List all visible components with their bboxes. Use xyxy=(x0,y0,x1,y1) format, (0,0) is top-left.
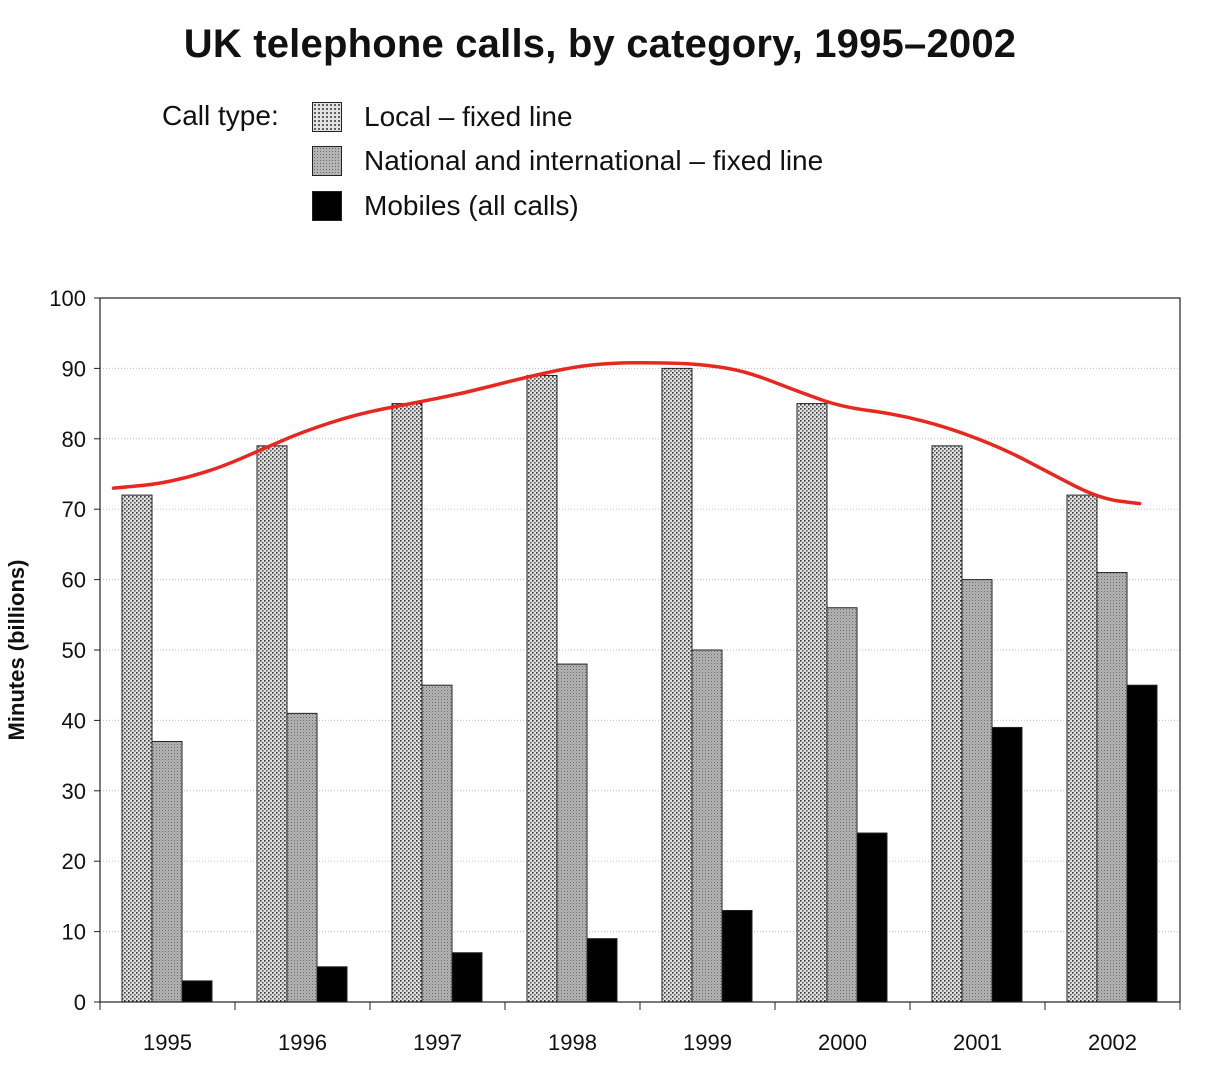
legend-title: Call type: xyxy=(162,100,279,131)
bar-1998-series-0 xyxy=(526,374,558,1003)
y-tick-label-80: 80 xyxy=(62,427,86,452)
bar-2002-series-2 xyxy=(1126,684,1158,1003)
bar-2001-series-0 xyxy=(931,445,963,1003)
bar-2002-series-0 xyxy=(1066,494,1098,1003)
bar-2000-series-1 xyxy=(826,607,858,1003)
bar-1995-series-1 xyxy=(151,741,183,1003)
y-tick-label-0: 0 xyxy=(74,990,86,1015)
legend-label-national: National and international – fixed line xyxy=(364,145,824,176)
y-tick-label-60: 60 xyxy=(62,568,86,593)
bar-2000-series-2 xyxy=(856,832,888,1003)
bar-2002-series-1 xyxy=(1096,572,1128,1003)
legend-swatch-local xyxy=(312,102,342,132)
x-tick-label-2001: 2001 xyxy=(953,1030,1002,1055)
bar-1998-series-2 xyxy=(586,938,618,1003)
chart-title: UK telephone calls, by category, 1995–20… xyxy=(183,22,1017,66)
y-tick-label-20: 20 xyxy=(62,849,86,874)
x-tick-label-1999: 1999 xyxy=(683,1030,732,1055)
legend-swatch-national xyxy=(312,146,342,176)
legend-swatch-mobiles xyxy=(312,191,342,221)
bar-1997-series-0 xyxy=(391,403,423,1003)
bar-2001-series-2 xyxy=(991,726,1023,1003)
trend-annotation xyxy=(111,361,1142,506)
bar-1996-series-1 xyxy=(286,712,318,1003)
legend-item-mobiles: Mobiles (all calls) xyxy=(312,189,579,223)
bar-1996-series-0 xyxy=(256,445,288,1003)
red-trend-line xyxy=(111,361,1142,506)
y-tick-label-10: 10 xyxy=(62,920,86,945)
bar-1999-series-2 xyxy=(721,909,753,1003)
axes: 0 10 20 30 40 50 60 70 80 90 100 1995 1996 1997 1998 19… xyxy=(4,286,1181,1055)
y-tick-label-30: 30 xyxy=(62,779,86,804)
y-tick-label-100: 100 xyxy=(49,286,86,311)
bar-1996-series-2 xyxy=(316,966,348,1003)
x-tick-label-2002: 2002 xyxy=(1088,1030,1137,1055)
y-tick-label-90: 90 xyxy=(62,356,86,381)
bar-1997-series-2 xyxy=(451,952,483,1003)
x-tick-label-1995: 1995 xyxy=(143,1030,192,1055)
x-tick-label-1996: 1996 xyxy=(278,1030,327,1055)
bar-1999-series-0 xyxy=(661,367,693,1003)
legend-item-local: Local – fixed line xyxy=(312,100,573,134)
legend-label-local: Local – fixed line xyxy=(364,101,573,132)
legend-label-mobiles: Mobiles (all calls) xyxy=(364,190,579,221)
bar-1999-series-1 xyxy=(691,649,723,1003)
y-tick-label-40: 40 xyxy=(62,708,86,733)
x-tick-label-2000: 2000 xyxy=(818,1030,867,1055)
x-tick-label-1997: 1997 xyxy=(413,1030,462,1055)
plot-frame xyxy=(99,297,1181,1003)
bar-2000-series-0 xyxy=(796,403,828,1003)
bar-2001-series-1 xyxy=(961,579,993,1003)
bar-1998-series-1 xyxy=(556,663,588,1003)
legend-item-national: National and international – fixed line xyxy=(312,144,823,178)
bar-1997-series-1 xyxy=(421,684,453,1003)
x-tick-label-1998: 1998 xyxy=(548,1030,597,1055)
bar-1995-series-0 xyxy=(121,494,153,1003)
bars xyxy=(121,367,1158,1003)
y-tick-label-50: 50 xyxy=(62,638,86,663)
y-tick-label-70: 70 xyxy=(62,497,86,522)
y-axis-label: Minutes (billions) xyxy=(4,560,29,741)
bar-1995-series-2 xyxy=(181,980,213,1003)
